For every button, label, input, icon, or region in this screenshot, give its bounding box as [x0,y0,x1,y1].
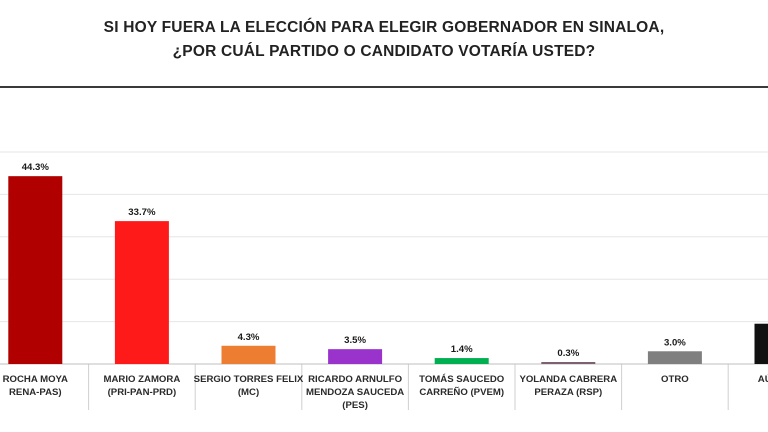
category-label: TOMÁS SAUCEDO CARREÑO (PVEM) [419,373,505,398]
bar [434,358,489,364]
bar [647,351,702,364]
data-label: 3.0% [664,337,686,348]
bar [221,345,276,364]
category-label: AÚN NO D [758,373,768,385]
data-label: 4.3% [238,332,260,343]
category-label: RICARDO ARNULFO MENDOZA SAUCEDA (PES) [306,374,404,411]
title-divider [0,86,768,88]
category-label: MARIO ZAMORA (PRI-PAN-PRD) [104,374,181,398]
category-label: YOLANDA CABRERA PERAZA (RSP) [519,374,617,398]
bar [754,323,768,364]
data-label: 0.3% [557,348,579,359]
category-label: OTRO [661,374,689,385]
category-label: ROCHA MOYA RENA-PAS) [3,374,68,398]
bar [328,349,383,364]
data-label: 1.4% [451,344,473,355]
chart-title-line-1: SI HOY FUERA LA ELECCIÓN PARA ELEGIR GOB… [103,19,665,36]
category-label: SERGIO TORRES FELIX (MC) [194,374,304,398]
data-label: 33.7% [128,207,156,218]
bar [114,221,169,364]
chart-title-line-2: ¿POR CUÁL PARTIDO O CANDIDATO VOTARÍA US… [172,43,596,60]
bar [541,362,596,364]
bar [8,176,63,364]
data-label: 3.5% [344,335,366,346]
data-label: 44.3% [22,162,50,173]
